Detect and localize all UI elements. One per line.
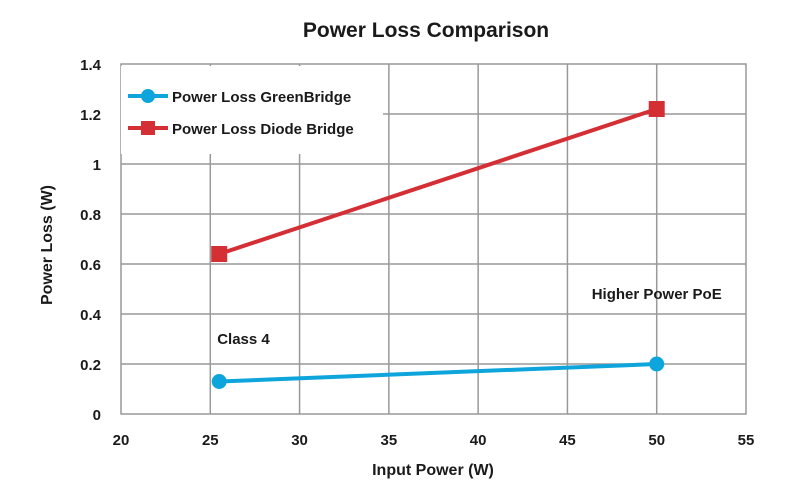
legend: Power Loss GreenBridge Power Loss Diode … (121, 66, 383, 154)
data-point (211, 374, 227, 389)
data-point (648, 101, 665, 117)
annotation-label: Higher Power PoE (592, 286, 722, 303)
y-tick-label: 0.8 (80, 207, 101, 224)
x-tick-label: 30 (291, 432, 308, 449)
grid-lines (121, 64, 746, 414)
legend-item-diode-bridge: Power Loss Diode Bridge (128, 121, 354, 138)
y-tick-label: 1 (93, 157, 101, 174)
data-point (649, 356, 665, 372)
legend-item-greenbridge: Power Loss GreenBridge (128, 89, 351, 106)
data-point (211, 246, 228, 262)
y-tick-labels: 0 0.2 0.4 0.6 0.8 1 1.2 1.4 (80, 57, 102, 424)
y-tick-label: 0.4 (80, 307, 102, 324)
x-tick-label: 25 (202, 432, 219, 449)
series-group (211, 101, 665, 389)
x-axis-label: Input Power (W) (372, 462, 494, 479)
legend-marker-square (141, 121, 155, 135)
series-line (218, 107, 658, 256)
x-tick-label: 35 (381, 432, 398, 449)
series-greenbridge (211, 356, 665, 389)
legend-label-diode-bridge: Power Loss Diode Bridge (172, 121, 354, 138)
y-tick-label: 0.6 (80, 257, 101, 274)
x-tick-label: 45 (559, 432, 576, 449)
y-tick-label: 1.4 (80, 57, 102, 74)
x-tick-label: 40 (470, 432, 487, 449)
chart-title: Power Loss Comparison (303, 19, 549, 42)
legend-box (121, 66, 383, 154)
x-tick-labels: 20 25 30 35 40 45 50 55 (113, 432, 755, 449)
series-diode-bridge (211, 101, 665, 262)
annotations: Class 4 Higher Power PoE (217, 286, 722, 348)
y-tick-label: 0 (93, 407, 101, 424)
y-tick-label: 0.2 (80, 357, 101, 374)
y-axis-label: Power Loss (W) (39, 185, 56, 305)
y-tick-label: 1.2 (80, 107, 101, 124)
x-tick-label: 20 (113, 432, 130, 449)
x-tick-label: 50 (648, 432, 665, 449)
legend-marker-circle (141, 89, 155, 103)
legend-label-greenbridge: Power Loss GreenBridge (172, 89, 351, 106)
annotation-label: Class 4 (217, 331, 270, 348)
x-tick-label: 55 (738, 432, 755, 449)
series-line (219, 362, 657, 384)
